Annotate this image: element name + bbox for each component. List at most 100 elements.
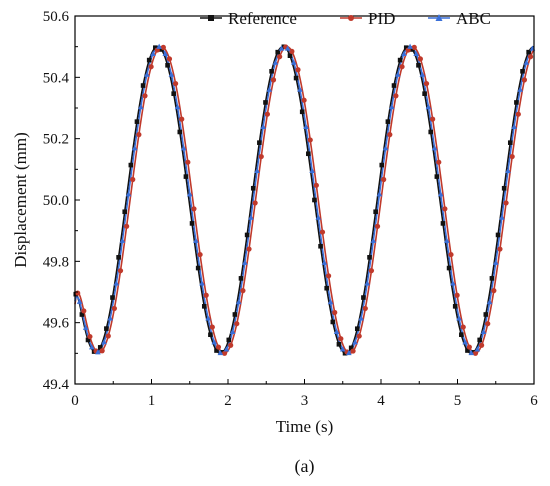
data-point-pid: [197, 251, 203, 258]
data-point-reference: [122, 209, 128, 215]
data-point-abc: [492, 259, 499, 265]
data-point-abc: [474, 346, 481, 352]
data-point-pid: [381, 176, 387, 183]
data-point-reference: [177, 129, 183, 135]
data-point-pid: [124, 223, 130, 229]
x-tick-label: 3: [301, 393, 309, 409]
data-point-reference: [306, 151, 311, 157]
data-point-abc: [76, 298, 83, 304]
data-point-pid: [295, 67, 301, 73]
data-point-pid: [117, 268, 124, 274]
x-tick-label: 5: [454, 393, 462, 409]
data-point-abc: [486, 299, 493, 305]
data-point-pid: [319, 229, 326, 235]
legend: Reference PID ABC: [200, 9, 491, 28]
data-point-pid: [307, 137, 313, 143]
data-point-abc: [272, 59, 279, 65]
data-point-pid: [160, 44, 166, 50]
data-point-pid: [527, 54, 534, 60]
data-point-abc: [217, 349, 224, 356]
data-point-reference: [459, 332, 464, 338]
x-tick-label: 6: [530, 393, 538, 409]
data-point-abc: [413, 50, 419, 57]
y-tick-label: 50.2: [43, 132, 69, 148]
data-point-pid: [81, 308, 87, 314]
data-point-pid: [221, 350, 228, 356]
data-point-reference: [477, 337, 482, 343]
data-point-reference: [361, 295, 366, 300]
legend-marker-triangle: [435, 14, 443, 21]
data-point-abc: [284, 45, 291, 51]
data-point-pid: [87, 333, 93, 340]
data-point-reference: [250, 185, 256, 191]
legend-marker-circle: [348, 15, 354, 21]
data-point-abc: [168, 71, 175, 77]
series-line-abc: [74, 45, 535, 355]
data-point-reference: [440, 221, 446, 226]
data-point-reference: [201, 304, 207, 309]
data-point-pid: [332, 309, 338, 316]
data-point-pid: [472, 350, 479, 356]
data-point-reference: [146, 57, 152, 63]
y-tick-label: 50.6: [43, 9, 70, 25]
data-point-pid: [289, 48, 295, 54]
data-point-pid: [350, 348, 356, 354]
data-point-abc: [174, 104, 181, 110]
data-point-abc: [395, 71, 401, 77]
data-point-reference: [354, 326, 360, 332]
data-point-abc: [248, 214, 254, 220]
data-point-reference: [299, 109, 305, 115]
data-point-abc: [303, 123, 309, 129]
data-point-abc: [119, 237, 126, 243]
data-point-abc: [290, 59, 297, 65]
data-point-reference: [171, 91, 176, 96]
data-point-reference: [287, 53, 293, 58]
data-point-pid: [491, 288, 497, 294]
data-point-pid: [228, 342, 234, 348]
data-point-abc: [107, 315, 113, 321]
data-point-pid: [313, 182, 319, 188]
data-point-abc: [193, 237, 199, 243]
data-point-abc: [223, 346, 230, 352]
data-point-pid: [258, 153, 264, 160]
data-point-pid: [411, 44, 417, 50]
data-point-reference: [116, 255, 121, 260]
data-point-reference: [85, 337, 91, 343]
data-point-reference: [110, 295, 115, 300]
data-point-abc: [180, 145, 187, 151]
data-point-abc: [205, 315, 211, 321]
data-point-pid: [521, 77, 528, 83]
data-point-pid: [301, 97, 307, 103]
data-point-abc: [125, 191, 132, 197]
x-axis-ticks: 0 1 2 3 4 5 6: [71, 379, 538, 409]
data-point-reference: [446, 265, 452, 271]
data-point-reference: [465, 348, 470, 353]
data-point-reference: [140, 83, 146, 88]
figure-caption: (a): [295, 456, 315, 477]
data-point-abc: [517, 86, 524, 92]
data-point-abc: [511, 123, 517, 129]
data-point-abc: [321, 259, 328, 265]
data-point-reference: [428, 129, 434, 135]
data-point-abc: [309, 167, 315, 174]
data-point-reference: [330, 319, 336, 325]
data-point-pid: [448, 251, 454, 258]
data-point-reference: [367, 255, 372, 260]
legend-marker-square: [208, 15, 214, 21]
data-point-abc: [419, 71, 426, 77]
data-point-reference: [336, 342, 342, 347]
data-point-pid: [203, 292, 209, 298]
data-point-reference: [238, 276, 244, 281]
data-point-pid: [454, 292, 460, 298]
data-point-pid: [460, 324, 466, 330]
data-point-pid: [148, 64, 154, 70]
data-point-abc: [456, 315, 462, 321]
data-point-pid: [478, 342, 485, 348]
data-point-reference: [312, 197, 317, 203]
data-point-abc: [468, 349, 475, 356]
data-point-pid: [252, 200, 258, 206]
data-point-reference: [214, 348, 219, 353]
data-point-reference: [483, 312, 489, 317]
data-point-reference: [97, 345, 103, 350]
data-point-abc: [150, 50, 156, 57]
